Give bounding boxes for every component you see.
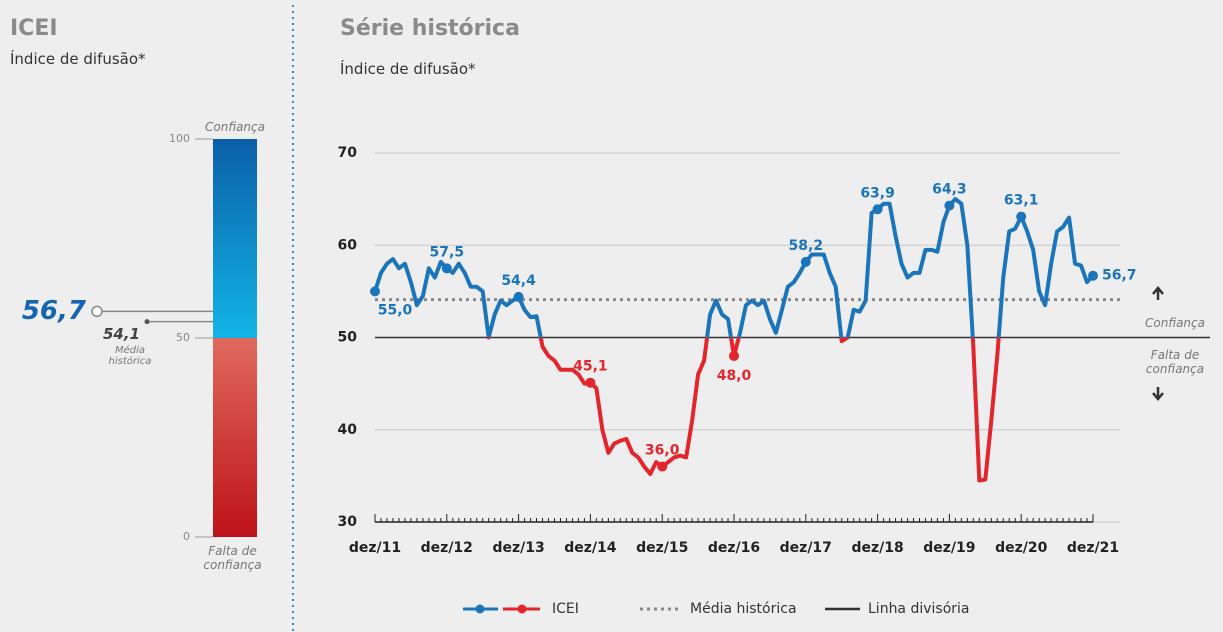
y-tick-label: 60 <box>338 237 358 253</box>
point-marker <box>513 291 524 302</box>
y-tick-label: 50 <box>338 330 358 346</box>
data-label: 56,7 <box>1102 268 1137 284</box>
y-tick-label: 50 <box>176 331 190 344</box>
y-tick-label: 100 <box>169 132 190 145</box>
point-marker <box>800 256 811 267</box>
x-tick-label: dez/12 <box>421 540 473 556</box>
point-marker <box>441 263 452 274</box>
point-marker <box>729 350 739 361</box>
x-tick-label: dez/14 <box>564 540 617 556</box>
y-tick-label: 70 <box>338 145 358 161</box>
legend-label: Média histórica <box>690 601 797 617</box>
x-tick-label: dez/20 <box>995 540 1048 556</box>
point-marker <box>585 377 596 388</box>
legend-swatch <box>475 604 485 614</box>
gauge-title: ICEI <box>10 16 58 41</box>
y-tick-label: 0 <box>183 530 190 543</box>
chart-title: Série histórica <box>340 16 520 41</box>
data-label: 55,0 <box>378 302 413 318</box>
chart-subtitle: Índice de difusão* <box>340 60 476 78</box>
above-label: Confiança <box>1145 316 1205 330</box>
mean-label: 54,1 <box>103 325 140 343</box>
data-label: 63,1 <box>1004 193 1039 209</box>
x-tick-label: dez/13 <box>492 540 544 556</box>
point-marker <box>1016 211 1027 222</box>
value-label: 56,7 <box>22 296 87 326</box>
data-label: 63,9 <box>860 185 895 201</box>
y-tick-label: 30 <box>338 514 358 530</box>
legend-label: Linha divisória <box>868 601 970 617</box>
gauge-lower <box>213 338 257 537</box>
data-label: 58,2 <box>789 238 824 254</box>
data-label: 48,0 <box>717 368 752 384</box>
data-label: 57,5 <box>430 244 465 260</box>
data-label: 36,0 <box>645 443 680 459</box>
line-above <box>373 197 1095 338</box>
x-tick-label: dez/21 <box>1067 540 1119 556</box>
gauge-top-label: Confiança <box>205 120 265 134</box>
x-tick-label: dez/16 <box>708 540 760 556</box>
point-marker <box>370 286 380 297</box>
legend-swatch <box>517 604 527 614</box>
x-tick-label: dez/11 <box>349 540 401 556</box>
x-tick-label: dez/18 <box>851 540 903 556</box>
gauge-subtitle: Índice de difusão* <box>10 50 146 68</box>
below-label: Falta de confiança <box>1145 348 1205 376</box>
arrow-up <box>1152 286 1164 300</box>
mean-marker <box>144 319 150 325</box>
y-tick-label: 40 <box>338 422 358 438</box>
point-marker <box>657 461 668 472</box>
point-marker <box>1088 270 1098 281</box>
value-marker <box>91 305 103 318</box>
point-marker <box>872 204 883 215</box>
mean-name: Média histórica <box>108 345 152 367</box>
x-tick-label: dez/19 <box>923 540 975 556</box>
x-tick-label: dez/17 <box>780 540 832 556</box>
data-label: 64,3 <box>932 182 967 198</box>
data-label: 54,4 <box>501 273 536 289</box>
line-below <box>486 337 1001 483</box>
arrow-down <box>1152 387 1164 401</box>
gauge-bottom-label: Falta de confiança <box>203 544 262 572</box>
legend-label: ICEI <box>552 601 579 617</box>
point-marker <box>944 200 955 211</box>
data-label: 45,1 <box>573 359 608 375</box>
gauge-upper <box>213 139 257 338</box>
x-tick-label: dez/15 <box>636 540 688 556</box>
